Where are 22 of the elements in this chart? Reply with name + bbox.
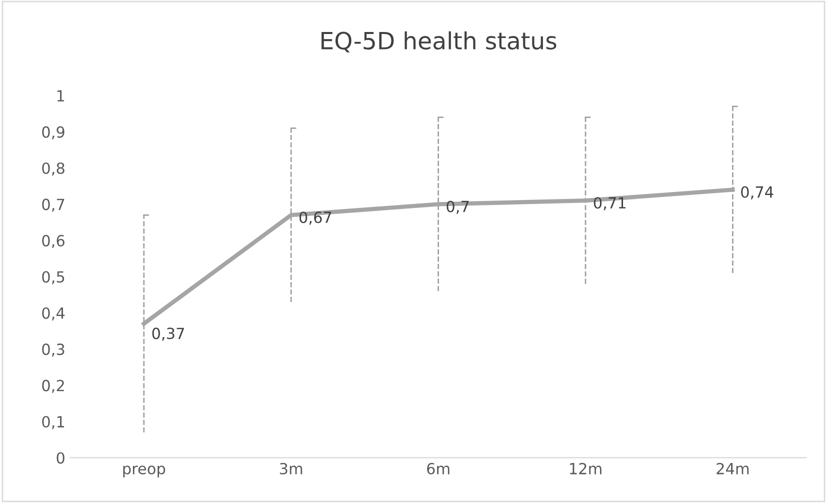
- y-tick-label: 1: [57, 90, 64, 102]
- y-tick-label: 0,2: [42, 380, 64, 393]
- y-tick-label: 0,7: [42, 198, 64, 212]
- y-tick-label: 0,1: [42, 416, 64, 430]
- x-tick-label: 3m: [280, 462, 302, 474]
- y-tick-label: 0,5: [42, 271, 64, 284]
- y-tick-label: 0,9: [42, 126, 64, 140]
- y-tick-label: 0,6: [42, 234, 64, 248]
- y-tick-label: 0,3: [42, 344, 64, 357]
- data-label: 0,71: [594, 197, 626, 210]
- data-label: 0,74: [741, 186, 774, 200]
- x-tick-label: 6m: [427, 462, 450, 474]
- chart-title: EQ-5D health status: [322, 31, 556, 52]
- data-label: 0,37: [152, 328, 184, 341]
- x-tick-label: preop: [123, 466, 166, 478]
- y-tick-label: 0,4: [42, 307, 65, 320]
- data-label: 0,7: [446, 200, 469, 214]
- x-tick-label: 12m: [570, 462, 602, 474]
- x-tick-label: 24m: [716, 462, 749, 474]
- y-tick-label: 0,8: [42, 162, 64, 176]
- y-tick-label: 0: [56, 452, 64, 464]
- data-label: 0,67: [299, 212, 332, 225]
